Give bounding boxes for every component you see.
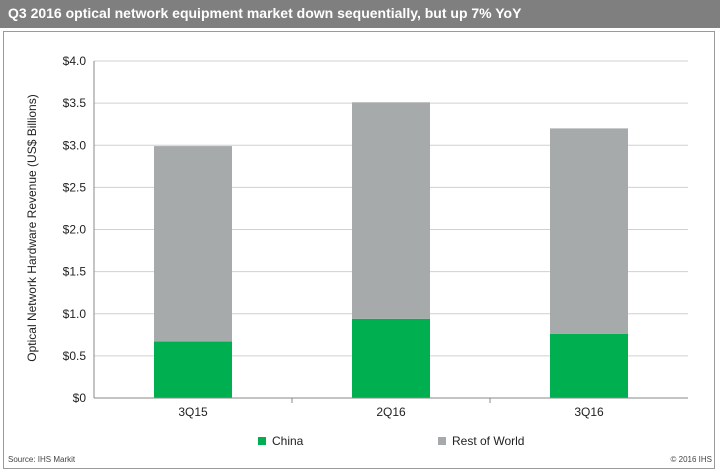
- chart-frame: [3, 31, 715, 469]
- bar-rest-of-world: [550, 128, 628, 334]
- title-bar: Q3 2016 optical network equipment market…: [0, 0, 720, 28]
- legend-swatch-china: [258, 437, 266, 445]
- y-axis-label: Optical Network Hardware Revenue (US$ Bi…: [25, 94, 39, 362]
- bar-rest-of-world: [352, 102, 430, 319]
- legend-item-china: China: [258, 434, 303, 448]
- y-tick-label: $2.5: [63, 180, 87, 194]
- y-tick-label: $0.5: [63, 349, 87, 363]
- legend-item-rest-of-world: Rest of World: [438, 434, 524, 448]
- copyright-note: © 2016 IHS: [670, 455, 712, 464]
- x-tick-label: 3Q15: [178, 405, 208, 419]
- y-tick-label: $3.0: [63, 138, 87, 152]
- y-tick-label: $4.0: [63, 54, 87, 68]
- bar-china: [154, 341, 232, 398]
- x-tick-label: 3Q16: [574, 405, 604, 419]
- legend-label-rest-of-world: Rest of World: [452, 434, 525, 448]
- y-tick-label: $2.0: [63, 223, 87, 237]
- legend-swatch-rest-of-world: [438, 437, 446, 445]
- legend-label-china: China: [272, 434, 304, 448]
- x-tick-label: 2Q16: [376, 405, 406, 419]
- source-note: Source: IHS Markit: [8, 455, 76, 464]
- bar-rest-of-world: [154, 146, 232, 342]
- y-tick-label: $0: [73, 391, 87, 405]
- bar-china: [352, 318, 430, 398]
- y-tick-label: $1.0: [63, 307, 87, 321]
- y-tick-label: $3.5: [63, 96, 87, 110]
- chart-title: Q3 2016 optical network equipment market…: [8, 5, 522, 21]
- y-tick-label: $1.5: [63, 265, 87, 279]
- bar-china: [550, 333, 628, 398]
